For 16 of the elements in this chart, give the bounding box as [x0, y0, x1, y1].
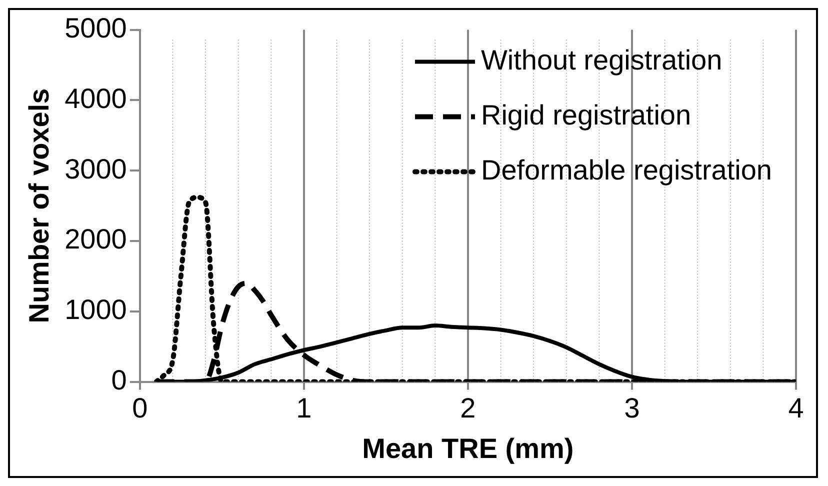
y-axis-title: Number of voxels: [24, 88, 55, 324]
legend-label: Rigid registration: [480, 100, 692, 131]
x-tick-label: 3: [624, 392, 640, 424]
x-tick-label: 4: [788, 392, 804, 424]
legend-label: Deformable registration: [480, 154, 772, 186]
x-tick-label: 0: [132, 392, 148, 424]
y-tick-label: 2000: [64, 224, 127, 255]
y-tick-label: 4000: [64, 82, 127, 114]
y-tick-label: 5000: [64, 12, 127, 44]
x-tick-label: 1: [296, 392, 312, 424]
legend-label: Without registration: [480, 44, 722, 76]
x-axis-title: Mean TRE (mm): [362, 432, 574, 464]
y-tick-label: 0: [111, 364, 127, 396]
y-tick-label: 1000: [64, 294, 127, 326]
y-tick-label: 3000: [64, 153, 127, 184]
x-tick-label: 2: [460, 392, 476, 424]
